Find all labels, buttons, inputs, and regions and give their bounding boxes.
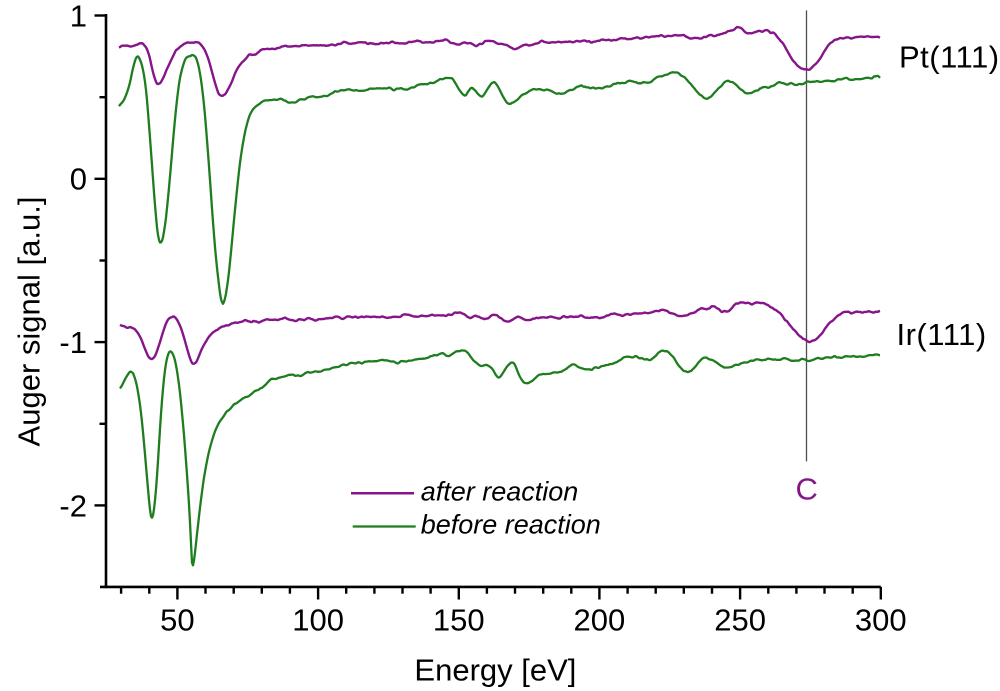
svg-text:Pt(111): Pt(111) [899, 40, 1000, 75]
svg-text:100: 100 [292, 603, 344, 638]
svg-text:150: 150 [433, 603, 485, 638]
svg-text:C: C [796, 472, 818, 507]
svg-text:-2: -2 [59, 488, 87, 523]
svg-text:before reaction: before reaction [421, 510, 601, 540]
svg-text:200: 200 [574, 603, 626, 638]
svg-text:0: 0 [70, 162, 87, 197]
svg-text:Auger signal [a.u.]: Auger signal [a.u.] [12, 197, 47, 447]
svg-text:300: 300 [855, 603, 907, 638]
svg-text:1: 1 [70, 0, 87, 33]
svg-text:50: 50 [160, 603, 194, 638]
svg-text:Energy [eV]: Energy [eV] [414, 652, 576, 687]
svg-text:after reaction: after reaction [421, 477, 579, 507]
svg-text:-1: -1 [59, 325, 87, 360]
svg-text:Ir(111): Ir(111) [897, 317, 987, 352]
svg-text:250: 250 [714, 603, 766, 638]
